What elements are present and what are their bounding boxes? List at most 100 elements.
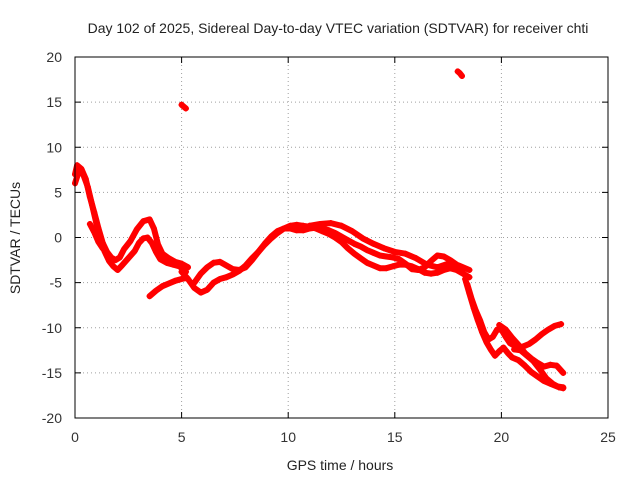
y-tick-label: 10 bbox=[46, 139, 62, 155]
data-point bbox=[472, 307, 479, 314]
data-point bbox=[135, 239, 142, 246]
data-point bbox=[144, 234, 151, 241]
data-point bbox=[223, 274, 230, 281]
data-point bbox=[364, 259, 371, 266]
data-point bbox=[528, 368, 535, 375]
data-point bbox=[89, 202, 96, 209]
data-point bbox=[481, 329, 488, 336]
data-point bbox=[558, 321, 565, 328]
data-point bbox=[534, 373, 541, 380]
data-point bbox=[163, 259, 170, 266]
data-point bbox=[492, 352, 499, 359]
data-point bbox=[521, 362, 528, 369]
data-point bbox=[504, 350, 511, 357]
data-point bbox=[391, 248, 398, 255]
data-point bbox=[344, 245, 351, 252]
data-point bbox=[223, 262, 230, 269]
series-track-k bbox=[511, 346, 567, 392]
data-point bbox=[155, 241, 162, 248]
y-tick-label: 20 bbox=[46, 49, 62, 65]
y-tick-label: -15 bbox=[42, 365, 62, 381]
data-point bbox=[327, 220, 334, 227]
data-point bbox=[370, 249, 377, 256]
data-point bbox=[178, 268, 185, 275]
data-point bbox=[114, 266, 121, 273]
data-point bbox=[468, 295, 475, 302]
data-point bbox=[332, 229, 339, 236]
data-point bbox=[489, 333, 496, 340]
data-point bbox=[165, 255, 172, 262]
data-point bbox=[349, 228, 356, 235]
data-point bbox=[184, 264, 191, 271]
x-axis-ticks: 0 5 10 15 20 25 bbox=[71, 57, 616, 445]
data-point bbox=[509, 334, 516, 341]
series-track-l bbox=[178, 101, 189, 112]
y-tick-label: 15 bbox=[46, 94, 62, 110]
data-point bbox=[434, 264, 441, 271]
data-point bbox=[421, 269, 428, 276]
data-point bbox=[84, 183, 91, 190]
data-point bbox=[523, 352, 530, 359]
data-point bbox=[370, 240, 377, 247]
data-point bbox=[526, 340, 533, 347]
data-point bbox=[242, 264, 249, 271]
data-point bbox=[280, 225, 287, 232]
y-tick-label: 0 bbox=[54, 230, 62, 246]
data-point bbox=[125, 255, 132, 262]
data-point bbox=[440, 253, 447, 260]
data-point bbox=[551, 322, 558, 329]
data-point bbox=[547, 361, 554, 368]
data-point bbox=[458, 72, 465, 79]
data-point bbox=[216, 276, 223, 283]
data-point bbox=[204, 264, 211, 271]
data-point bbox=[351, 250, 358, 257]
data-point bbox=[76, 166, 83, 173]
data-point bbox=[536, 366, 543, 373]
data-point bbox=[110, 263, 117, 270]
data-point bbox=[121, 246, 128, 253]
data-point bbox=[434, 252, 441, 259]
series-line bbox=[306, 220, 473, 273]
data-point bbox=[176, 263, 183, 270]
series-track-m bbox=[454, 68, 465, 79]
data-point bbox=[502, 326, 509, 333]
data-point bbox=[413, 255, 420, 262]
data-point bbox=[197, 270, 204, 277]
y-tick-label: -5 bbox=[50, 275, 63, 291]
data-point bbox=[496, 322, 503, 329]
data-point bbox=[229, 271, 236, 278]
y-axis-label: SDTVAR / TECUs bbox=[7, 182, 23, 294]
data-point bbox=[445, 260, 452, 267]
x-tick-label: 20 bbox=[494, 429, 510, 445]
series-track-b bbox=[72, 166, 189, 275]
data-point bbox=[248, 257, 255, 264]
data-point bbox=[338, 222, 345, 229]
data-point bbox=[306, 222, 313, 229]
series-track-c bbox=[86, 220, 115, 263]
y-axis-ticks: -20 -15 -10 -5 0 5 10 15 20 bbox=[42, 49, 608, 426]
data-point bbox=[402, 260, 409, 267]
data-point bbox=[359, 235, 366, 242]
data-point bbox=[383, 265, 390, 272]
data-point bbox=[487, 346, 494, 353]
data-point bbox=[317, 220, 324, 227]
data-point bbox=[216, 258, 223, 265]
data-point bbox=[415, 266, 422, 273]
data-point bbox=[517, 347, 524, 354]
x-tick-label: 10 bbox=[280, 429, 296, 445]
data-point bbox=[140, 218, 147, 225]
data-point bbox=[99, 245, 106, 252]
data-point bbox=[325, 227, 332, 234]
data-point bbox=[338, 233, 345, 240]
data-point bbox=[255, 248, 262, 255]
data-point bbox=[184, 276, 191, 283]
x-axis-label: GPS time / hours bbox=[287, 457, 394, 473]
data-point bbox=[500, 344, 507, 351]
data-point bbox=[532, 336, 539, 343]
data-point bbox=[466, 266, 473, 273]
data-point bbox=[191, 285, 198, 292]
series-track-g bbox=[306, 220, 473, 273]
data-point bbox=[462, 276, 469, 283]
